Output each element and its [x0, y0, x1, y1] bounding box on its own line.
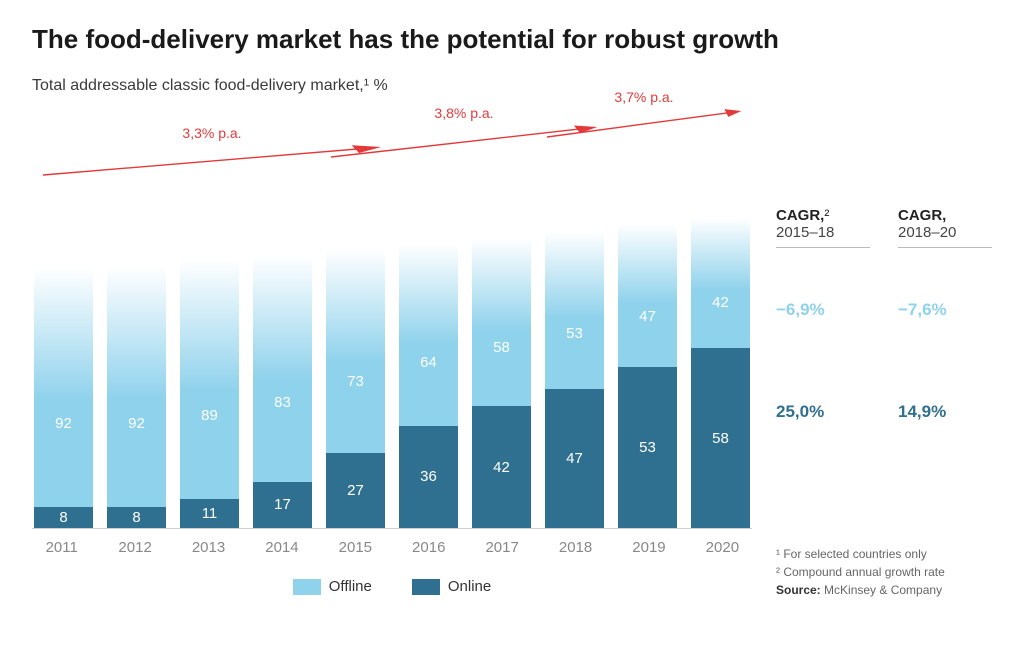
bar-segment-offline: 47	[618, 224, 677, 367]
bar-value-online: 53	[639, 439, 656, 456]
cagr-value-online: 25,0%	[776, 402, 870, 422]
legend-label-offline: Offline	[329, 578, 372, 595]
chart-content: 3,3% p.a. 3,8% p.a. 3,7% p.a. 92 8 92 8 89 11 83…	[32, 99, 992, 595]
cagr-arrow: 3,7% p.a.	[547, 107, 741, 141]
bar-value-offline: 83	[274, 394, 291, 411]
footnote-1: ¹ For selected countries only	[776, 545, 945, 563]
bar-column: 47 53	[618, 199, 677, 528]
x-axis-label: 2020	[693, 539, 752, 556]
bar-value-offline: 58	[493, 339, 510, 356]
bar-segment-online: 53	[618, 367, 677, 528]
x-axis-label: 2013	[179, 539, 238, 556]
cagr-column: CAGR,²2015–18 −6,9% 25,0%	[776, 207, 870, 422]
bar-value-online: 47	[566, 450, 583, 467]
cagr-column: CAGR,2018–20 −7,6% 14,9%	[898, 207, 992, 422]
bar-segment-offline: 92	[34, 268, 93, 507]
bar-value-online: 58	[712, 430, 729, 447]
bar-segment-offline: 58	[472, 238, 531, 406]
bar-segment-offline: 73	[326, 250, 385, 453]
bar-segment-online: 8	[107, 507, 166, 528]
legend-item-offline: Offline	[293, 578, 372, 595]
legend-swatch-online	[412, 579, 440, 595]
bar-value-online: 17	[274, 496, 291, 513]
bar-value-offline: 64	[420, 354, 437, 371]
bar-segment-online: 8	[34, 507, 93, 528]
bar-column: 58 42	[472, 199, 531, 528]
bar-value-offline: 47	[639, 308, 656, 325]
x-axis-label: 2019	[619, 539, 678, 556]
x-axis-label: 2011	[32, 539, 91, 556]
bar-value-online: 11	[202, 505, 218, 522]
x-axis-labels: 2011 2012 2013 2014 2015 2016 2017 2018 2019 2020	[32, 539, 752, 556]
x-axis-label: 2012	[105, 539, 164, 556]
bar-value-online: 27	[347, 482, 364, 499]
bar-segment-online: 11	[180, 499, 239, 528]
bar-column: 92 8	[107, 199, 166, 528]
cagr-value-offline: −7,6%	[898, 300, 992, 320]
bar-segment-online: 27	[326, 453, 385, 528]
cagr-arrow-label: 3,8% p.a.	[434, 105, 493, 121]
bar-value-online: 8	[59, 509, 67, 526]
bar-segment-offline: 42	[691, 218, 750, 348]
bar-segment-offline: 53	[545, 232, 604, 389]
legend-item-online: Online	[412, 578, 491, 595]
bar-column: 64 36	[399, 199, 458, 528]
cagr-value-offline: −6,9%	[776, 300, 870, 320]
bar-segment-offline: 92	[107, 267, 166, 507]
cagr-value-online: 14,9%	[898, 402, 992, 422]
bar-value-online: 8	[132, 509, 140, 526]
cagr-table: CAGR,²2015–18 −6,9% 25,0% CAGR,2018–20 −7,6%…	[776, 207, 992, 422]
bar-column: 83 17	[253, 199, 312, 528]
bar-value-offline: 53	[566, 325, 583, 342]
x-axis-label: 2018	[546, 539, 605, 556]
bar-segment-offline: 89	[180, 260, 239, 499]
legend: Offline Online	[32, 578, 752, 595]
cagr-side-panel: CAGR,²2015–18 −6,9% 25,0% CAGR,2018–20 −7,6%…	[776, 99, 992, 595]
x-axis-label: 2015	[326, 539, 385, 556]
bar-value-online: 36	[420, 468, 437, 485]
cagr-arrow-label: 3,3% p.a.	[182, 125, 241, 141]
bar-column: 53 47	[545, 199, 604, 528]
bar-column: 92 8	[34, 199, 93, 528]
bar-segment-online: 47	[545, 389, 604, 528]
footnote-source: Source: McKinsey & Company	[776, 581, 945, 599]
bar-segment-offline: 83	[253, 256, 312, 482]
bar-value-online: 42	[493, 459, 510, 476]
bar-column: 42 58	[691, 199, 750, 528]
x-axis-label: 2016	[399, 539, 458, 556]
source-value: McKinsey & Company	[824, 583, 942, 597]
bar-value-offline: 89	[201, 407, 218, 424]
cagr-column-head: CAGR,2018–20	[898, 207, 992, 248]
bar-segment-online: 58	[691, 348, 750, 528]
source-label: Source:	[776, 583, 821, 597]
bar-value-offline: 42	[712, 294, 729, 311]
bar-segment-online: 42	[472, 406, 531, 528]
legend-swatch-offline	[293, 579, 321, 595]
bar-value-offline: 92	[55, 415, 72, 432]
x-axis-label: 2014	[252, 539, 311, 556]
x-axis-label: 2017	[472, 539, 531, 556]
bar-column: 89 11	[180, 199, 239, 528]
bar-segment-online: 36	[399, 426, 458, 528]
bar-segment-offline: 64	[399, 244, 458, 426]
cagr-arrow-label: 3,7% p.a.	[614, 89, 673, 105]
cagr-column-head: CAGR,²2015–18	[776, 207, 870, 248]
chart-block: 3,3% p.a. 3,8% p.a. 3,7% p.a. 92 8 92 8 89 11 83…	[32, 99, 752, 595]
chart-subtitle: Total addressable classic food-delivery …	[32, 77, 992, 95]
cagr-arrows-layer: 3,3% p.a. 3,8% p.a. 3,7% p.a.	[32, 99, 752, 199]
bar-value-offline: 73	[347, 373, 364, 390]
bars-area: 92 8 92 8 89 11 83 17 73 27 64 36 58 42 53 47 47 53 42 58	[32, 199, 752, 529]
legend-label-online: Online	[448, 578, 491, 595]
footnotes: ¹ For selected countries only ² Compound…	[776, 545, 945, 599]
chart-title: The food-delivery market has the potenti…	[32, 24, 992, 55]
bar-value-offline: 92	[128, 415, 145, 432]
bar-segment-online: 17	[253, 482, 312, 528]
bar-column: 73 27	[326, 199, 385, 528]
footnote-2: ² Compound annual growth rate	[776, 563, 945, 581]
